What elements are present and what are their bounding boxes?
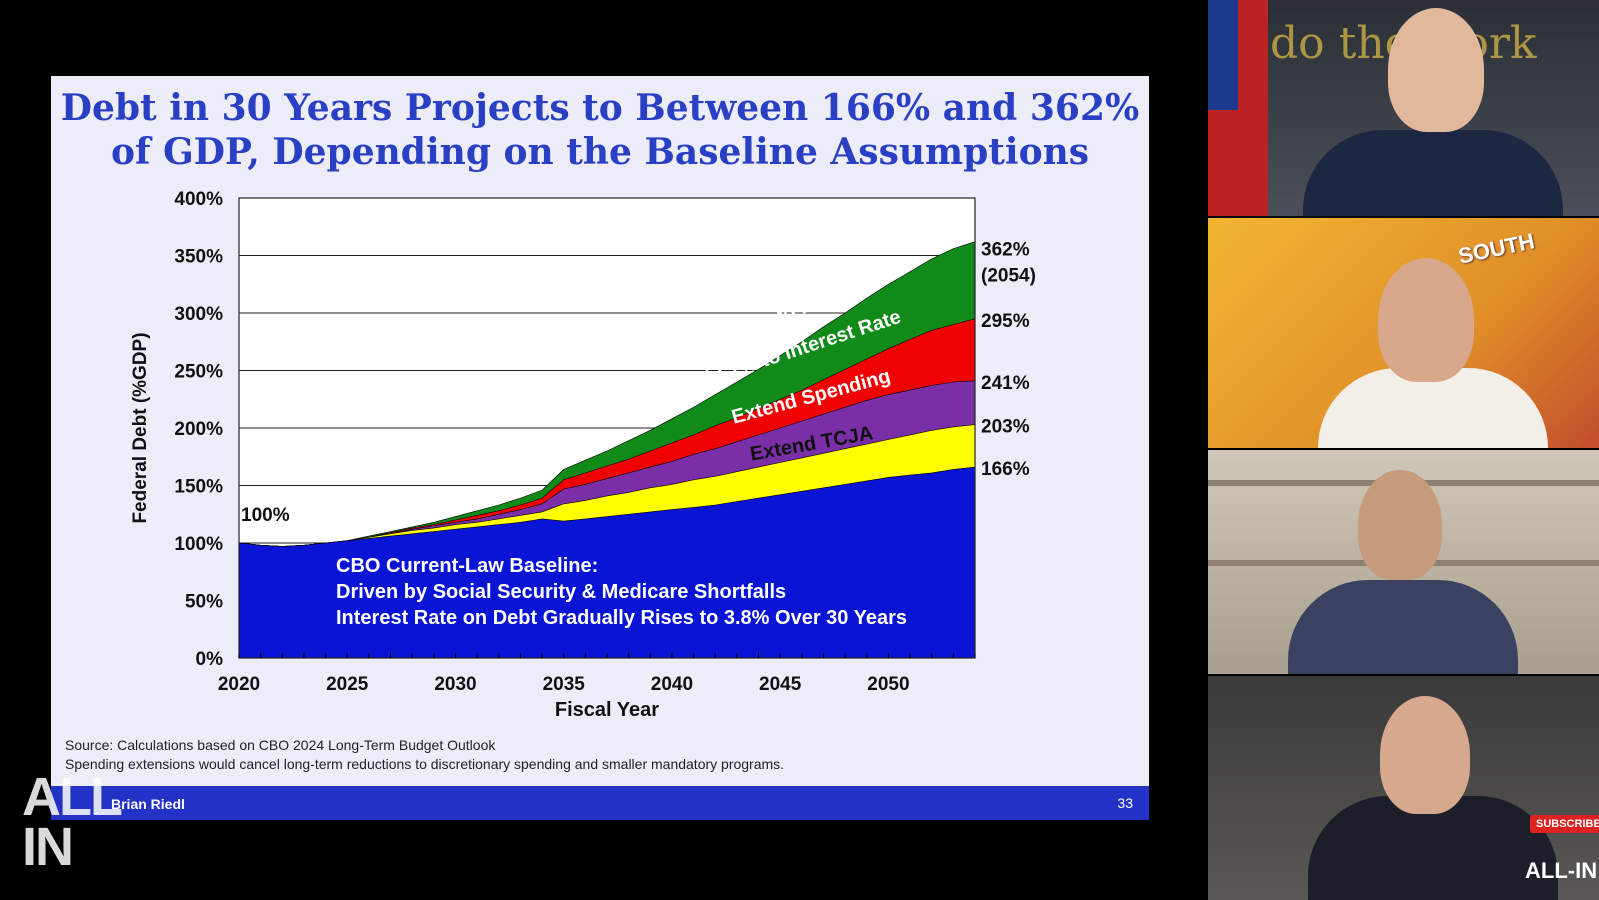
all-in-logo: ALL IN bbox=[22, 767, 123, 877]
x-tick-label: 2035 bbox=[543, 674, 586, 695]
footer-author: Brian Riedl bbox=[111, 796, 185, 812]
y-tick-label: 50% bbox=[185, 592, 223, 613]
y-tick-label: 350% bbox=[174, 247, 223, 268]
brand-label: ALL-IN bbox=[1525, 858, 1598, 883]
y-axis-label: Federal Debt (%GDP) bbox=[130, 332, 151, 523]
x-tick-label: 2030 bbox=[434, 674, 476, 695]
slide-footer: Brian Riedl 33 bbox=[51, 786, 1149, 820]
participant-2-head bbox=[1378, 258, 1474, 382]
start-value-label: 100% bbox=[241, 505, 290, 526]
area-layer bbox=[238, 198, 976, 659]
webcam-panel-4 bbox=[1208, 676, 1599, 900]
participant-4-head bbox=[1380, 696, 1470, 814]
presentation-slide: Debt in 30 Years Projects to Between 166… bbox=[51, 76, 1149, 820]
y-tick-label: 400% bbox=[174, 189, 223, 210]
tick-label-layer: 0% 50% 100% 150% 200% 250% 300% 350% 400% 2020 202… bbox=[130, 189, 910, 721]
source-line-1: Source: Calculations based on CBO 2024 L… bbox=[65, 737, 496, 753]
participant-3-head bbox=[1358, 470, 1442, 580]
participant-3-torso bbox=[1288, 580, 1518, 674]
x-axis-label: Fiscal Year bbox=[555, 699, 659, 721]
baseline-description-line: Interest Rate on Debt Gradually Rises to… bbox=[336, 607, 907, 629]
slide-page-number: 33 bbox=[1117, 795, 1133, 811]
cam2-sign-text: SOUTH bbox=[1456, 228, 1537, 269]
end-year-note: (2054) bbox=[981, 266, 1036, 287]
slide-title-line-2: of GDP, Depending on the Baseline Assump… bbox=[110, 131, 1090, 173]
x-tick-label: 2050 bbox=[867, 674, 909, 695]
y-tick-label: 0% bbox=[196, 649, 224, 670]
baseline-description-line: Driven by Social Security & Medicare Sho… bbox=[336, 581, 786, 603]
debt-projection-chart: 0% 50% 100% 150% 200% 250% 300% 350% 400% 2020 202… bbox=[130, 189, 1036, 721]
y-tick-label: 300% bbox=[174, 304, 223, 325]
participant-1-head bbox=[1388, 8, 1484, 132]
slide-title-line-1: Debt in 30 Years Projects to Between 166… bbox=[60, 87, 1140, 129]
subscribe-button[interactable]: SUBSCRIBE bbox=[1530, 815, 1599, 833]
y-tick-label: 200% bbox=[174, 419, 223, 440]
area-cbo-current-law-baseline bbox=[238, 466, 976, 659]
end-value-label: 362% bbox=[981, 240, 1030, 261]
y-tick-label: 250% bbox=[174, 362, 223, 383]
webcam-panel-1: do the work bbox=[1208, 0, 1599, 216]
end-value-label: 203% bbox=[981, 417, 1030, 438]
slide-title: Debt in 30 Years Projects to Between 166… bbox=[51, 86, 1149, 174]
logo-line-2: IN bbox=[22, 817, 74, 877]
logo-line-1: ALL bbox=[22, 767, 123, 827]
flag-canton bbox=[1208, 0, 1238, 110]
x-tick-label: 2045 bbox=[759, 674, 802, 695]
participant-1-torso bbox=[1303, 130, 1563, 216]
y-tick-label: 150% bbox=[174, 477, 223, 498]
end-value-label: 295% bbox=[981, 311, 1030, 332]
end-value-label: 241% bbox=[981, 373, 1030, 394]
x-tick-label: 2025 bbox=[326, 674, 369, 695]
x-tick-label: 2040 bbox=[651, 674, 693, 695]
x-tick-label: 2020 bbox=[218, 674, 260, 695]
axes-layer bbox=[238, 197, 976, 659]
source-line-2: Spending extensions would cancel long-te… bbox=[65, 756, 785, 772]
end-value-label: 166% bbox=[981, 459, 1030, 480]
y-tick-label: 100% bbox=[174, 534, 223, 555]
webcam-panel-2: SOUTH bbox=[1208, 218, 1599, 448]
webcam-panel-3 bbox=[1208, 450, 1599, 674]
baseline-description-line: CBO Current-Law Baseline: bbox=[336, 555, 598, 577]
source-note: Source: Calculations based on CBO 2024 L… bbox=[65, 736, 784, 774]
